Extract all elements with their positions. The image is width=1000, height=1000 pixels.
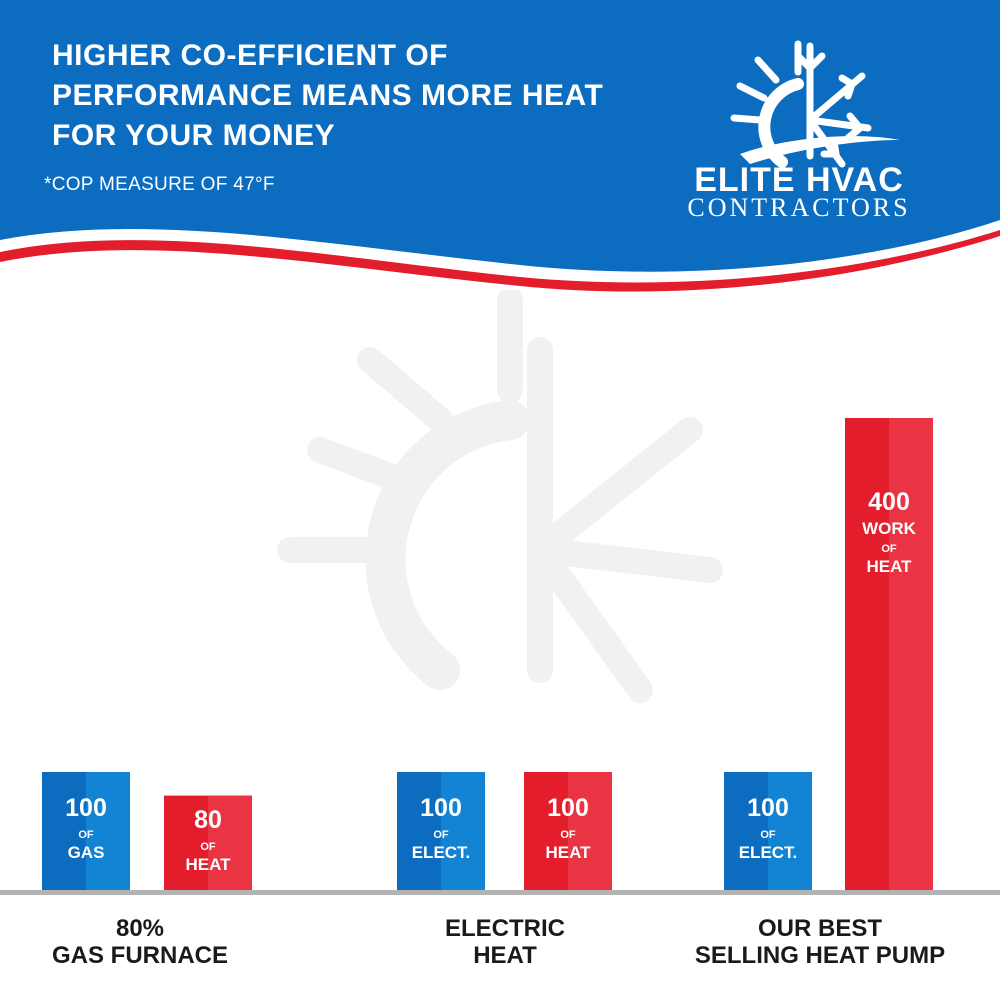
headline: HIGHER CO-EFFICIENT OF PERFORMANCE MEANS…	[52, 39, 604, 152]
bar-label-2-0-0: 100	[747, 794, 789, 822]
group-label-gas-furnace: 80% GAS FURNACE	[51, 915, 228, 969]
bar-highlight-0-0	[86, 772, 130, 890]
bar-label-0-1-2: HEAT	[185, 855, 231, 874]
bar-label-2-0-2: ELECT.	[739, 843, 798, 862]
bar-label-1-1-2: HEAT	[545, 843, 591, 862]
bar-label-0-0-2: GAS	[68, 843, 105, 862]
logo-name: ELITE HVAC	[694, 161, 904, 199]
bar-label-2-1-2: OF	[881, 543, 897, 555]
group-label-heat-pump: OUR BEST SELLING HEAT PUMP	[694, 915, 946, 969]
bar-label-0-1-0: 80	[194, 806, 222, 834]
bar-label-1-1-0: 100	[547, 794, 589, 822]
bar-label-0-0-1: OF	[78, 829, 94, 841]
bar-highlight-2-0	[768, 772, 812, 890]
bar-highlight-0-1	[208, 795, 252, 890]
bar-highlight-2-1	[889, 418, 933, 890]
bar-label-2-0-1: OF	[760, 829, 776, 841]
bar-label-0-0-0: 100	[65, 794, 107, 822]
group-label-electric-heat: ELECTRIC HEAT	[445, 915, 565, 969]
logo-subtitle: CONTRACTORS	[687, 193, 911, 222]
bar-label-2-1-1: WORK	[862, 519, 917, 538]
bar-label-0-1-1: OF	[200, 841, 216, 853]
bar-label-1-1-1: OF	[560, 829, 576, 841]
watermark-icon	[277, 290, 723, 703]
bar-highlight-1-0	[441, 772, 485, 890]
bar-label-2-1-3: HEAT	[866, 557, 912, 576]
bar-label-1-0-1: OF	[433, 829, 449, 841]
header-background	[0, 0, 1000, 292]
header-blue-panel	[0, 0, 1000, 272]
sun-snowflake-icon	[730, 40, 900, 168]
bar-highlight-1-1	[568, 772, 612, 890]
baseline	[0, 890, 1000, 895]
bar-label-1-0-2: ELECT.	[412, 843, 471, 862]
bar-label-2-1-0: 400	[868, 488, 910, 516]
footnote: *COP MEASURE OF 47°F	[44, 174, 275, 195]
bar-label-1-0-0: 100	[420, 794, 462, 822]
